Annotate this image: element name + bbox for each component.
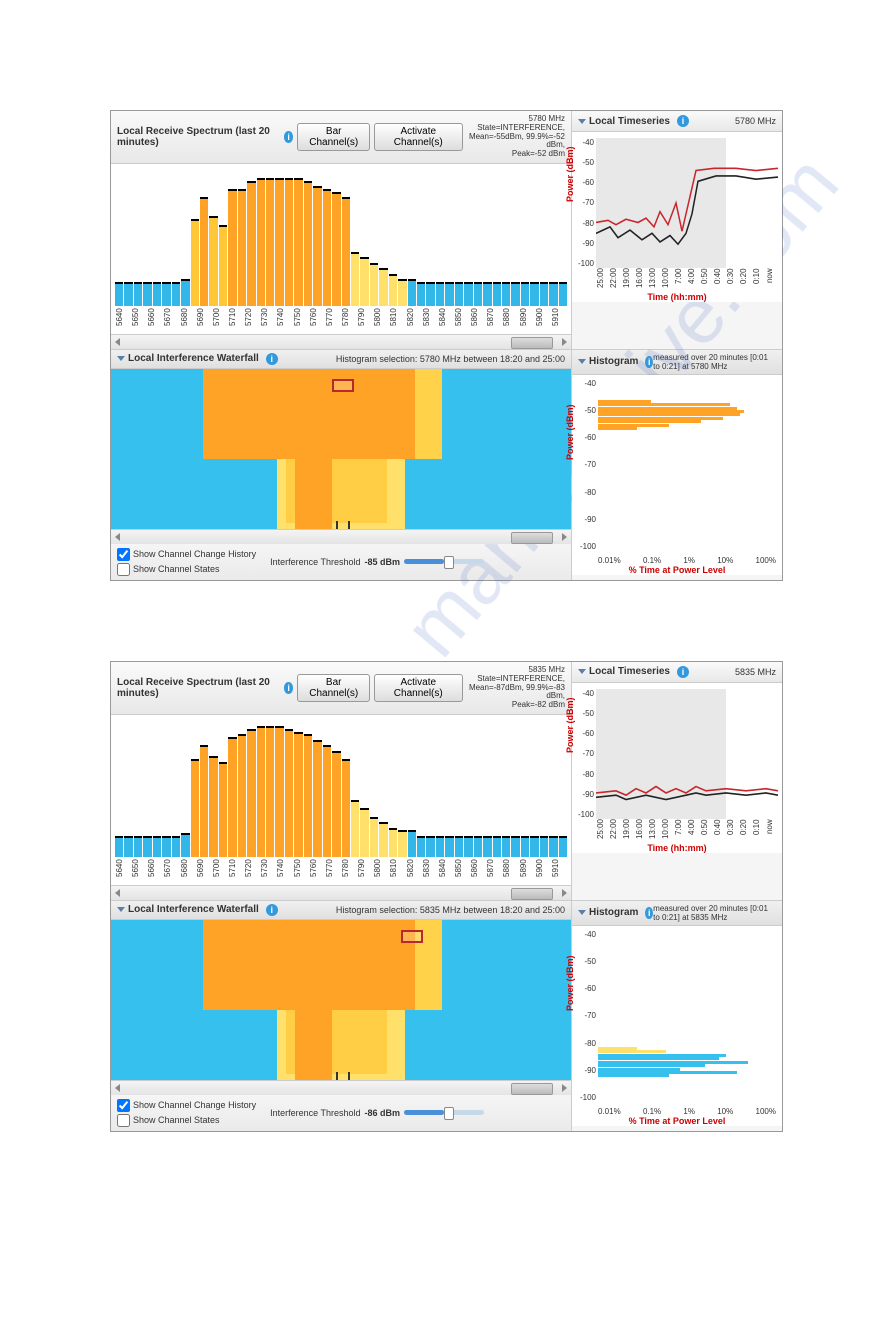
show-history-checkbox[interactable]: Show Channel Change History (117, 1099, 256, 1112)
spectrum-status: 5835 MHz State=INTERFERENCE,Mean=-87dBm,… (463, 666, 565, 710)
timeseries-chart[interactable]: -40-50-60-70-80-90-100 25:0022:0019:0016… (572, 132, 782, 302)
timeseries-ylabel: Power (dBm) (565, 146, 575, 202)
histogram-xlabel: % Time at Power Level (629, 565, 726, 575)
waterfall-sub: Histogram selection: 5835 MHz between 18… (336, 905, 565, 915)
histogram-title: Histogram (589, 907, 638, 918)
histogram-header: Histogram i measured over 20 minutes [0:… (572, 900, 782, 926)
timeseries-chart[interactable]: -40-50-60-70-80-90-100 25:0022:0019:0016… (572, 683, 782, 853)
spectrum-title: Local Receive Spectrum (last 20 minutes) (117, 126, 277, 148)
spectrum-header: Local Receive Spectrum (last 20 minutes)… (111, 111, 571, 164)
timeseries-freq: 5835 MHz (735, 667, 776, 677)
waterfall-scrollbar[interactable] (111, 529, 571, 544)
spectrum-header: Local Receive Spectrum (last 20 minutes)… (111, 662, 571, 715)
analysis-panel: Local Receive Spectrum (last 20 minutes)… (110, 110, 783, 581)
bar-channels-button[interactable]: Bar Channel(s) (297, 674, 369, 702)
info-icon[interactable]: i (266, 904, 278, 916)
threshold-slider[interactable]: Interference Threshold -85 dBm (270, 557, 484, 567)
show-history-checkbox[interactable]: Show Channel Change History (117, 548, 256, 561)
histogram-chart[interactable]: -40-50-60-70-80-90-100 0.01%0.1%1%10%100… (572, 375, 782, 575)
timeseries-xlabel: Time (hh:mm) (647, 843, 706, 853)
histogram-xlabel: % Time at Power Level (629, 1116, 726, 1126)
bar-channels-button[interactable]: Bar Channel(s) (297, 123, 369, 151)
info-icon[interactable]: i (677, 666, 689, 678)
histogram-ylabel: Power (dBm) (565, 404, 575, 460)
spectrum-chart[interactable]: 5640565056605670568056905700571057205730… (111, 164, 571, 334)
histogram-header: Histogram i measured over 20 minutes [0:… (572, 349, 782, 375)
activate-channels-button[interactable]: Activate Channel(s) (374, 674, 463, 702)
timeseries-title: Local Timeseries (589, 116, 670, 127)
spectrum-status: 5780 MHz State=INTERFERENCE,Mean=-55dBm,… (463, 115, 565, 159)
spectrum-scrollbar[interactable] (111, 334, 571, 349)
show-states-checkbox[interactable]: Show Channel States (117, 563, 256, 576)
waterfall-sub: Histogram selection: 5780 MHz between 18… (336, 354, 565, 364)
histogram-sub: measured over 20 minutes [0:01 to 0:21] … (653, 353, 776, 371)
timeseries-ylabel: Power (dBm) (565, 697, 575, 753)
histogram-sub: measured over 20 minutes [0:01 to 0:21] … (653, 904, 776, 922)
controls-bar: Show Channel Change History Show Channel… (111, 544, 571, 580)
waterfall-chart[interactable] (111, 920, 571, 1080)
histogram-chart[interactable]: -40-50-60-70-80-90-100 0.01%0.1%1%10%100… (572, 926, 782, 1126)
analysis-panel: Local Receive Spectrum (last 20 minutes)… (110, 661, 783, 1132)
controls-bar: Show Channel Change History Show Channel… (111, 1095, 571, 1131)
info-icon[interactable]: i (645, 907, 653, 919)
spectrum-chart[interactable]: 5640565056605670568056905700571057205730… (111, 715, 571, 885)
timeseries-header: Local Timeseries i 5835 MHz (572, 662, 782, 683)
waterfall-scrollbar[interactable] (111, 1080, 571, 1095)
timeseries-title: Local Timeseries (589, 666, 670, 677)
info-icon[interactable]: i (266, 353, 278, 365)
activate-channels-button[interactable]: Activate Channel(s) (374, 123, 463, 151)
show-states-checkbox[interactable]: Show Channel States (117, 1114, 256, 1127)
timeseries-header: Local Timeseries i 5780 MHz (572, 111, 782, 132)
waterfall-title: Local Interference Waterfall (128, 353, 259, 364)
info-icon[interactable]: i (284, 131, 294, 143)
waterfall-header: Local Interference Waterfall i Histogram… (111, 349, 571, 369)
histogram-title: Histogram (589, 356, 638, 367)
timeseries-xlabel: Time (hh:mm) (647, 292, 706, 302)
waterfall-title: Local Interference Waterfall (128, 904, 259, 915)
spectrum-scrollbar[interactable] (111, 885, 571, 900)
waterfall-chart[interactable] (111, 369, 571, 529)
histogram-ylabel: Power (dBm) (565, 955, 575, 1011)
spectrum-title: Local Receive Spectrum (last 20 minutes) (117, 677, 277, 699)
info-icon[interactable]: i (645, 356, 653, 368)
info-icon[interactable]: i (284, 682, 294, 694)
info-icon[interactable]: i (677, 115, 689, 127)
threshold-slider[interactable]: Interference Threshold -86 dBm (270, 1108, 484, 1118)
timeseries-freq: 5780 MHz (735, 116, 776, 126)
waterfall-header: Local Interference Waterfall i Histogram… (111, 900, 571, 920)
